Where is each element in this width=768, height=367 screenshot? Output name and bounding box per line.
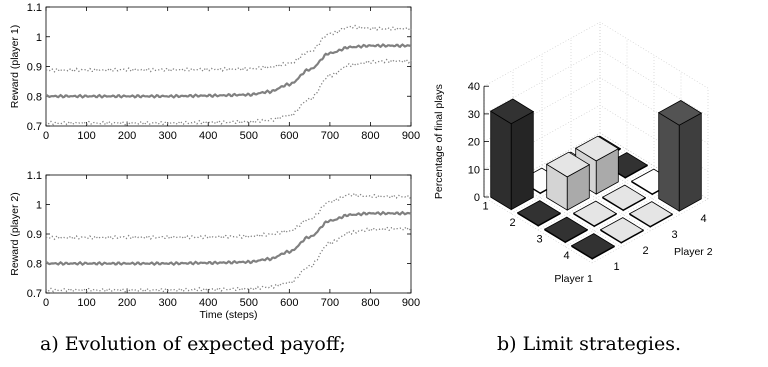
bar-face-front <box>678 112 702 212</box>
player2-tick-label: 1 <box>613 261 619 273</box>
caption-expected-payoff: a) Evolution of expected payoff; <box>40 333 346 355</box>
p1-series-line <box>45 58 412 126</box>
bar-face-side <box>490 110 512 211</box>
ztick-label: 20 <box>468 137 480 149</box>
p2-ytick-label: 1 <box>36 200 42 212</box>
p2-ytick-label: 0.8 <box>27 259 42 271</box>
bar-p1-4-p2-2 <box>599 217 645 244</box>
bar-face-top <box>516 200 562 226</box>
bar-p1-3-p2-2 <box>572 200 618 228</box>
figure-canvas: 0 100 200 300 400 500 600 700 800 9000.70.80.911.… <box>9 2 713 321</box>
ztick-label: 30 <box>468 109 480 121</box>
bar-face-front <box>510 110 534 211</box>
p1-xtick-label: 800 <box>361 130 379 142</box>
bar-face-top <box>572 200 618 227</box>
bar-face-top <box>574 135 620 162</box>
bar-face-top <box>657 100 703 126</box>
p1-ytick-label: 0.8 <box>27 91 42 103</box>
p1-xtick-label: 100 <box>77 130 95 142</box>
bar-p1-1-p2-1 <box>489 98 535 211</box>
p2-xtick-label: 200 <box>118 297 136 309</box>
bar-face-top <box>628 201 674 227</box>
bar-p1-2-p2-2 <box>545 151 591 211</box>
p2-xtick-label: 600 <box>280 297 298 309</box>
p1-ytick-label: 1.1 <box>27 2 42 14</box>
bar-face-side <box>658 111 680 212</box>
p1-xtick-label: 200 <box>118 130 136 142</box>
p2-ylabel: Reward (player 2) <box>9 192 21 275</box>
player1-tick-label: 4 <box>563 250 569 262</box>
player1-tick-label: 1 <box>482 200 488 212</box>
z-axis-label: Percentage of final plays <box>433 84 445 199</box>
p1-ytick-label: 1 <box>36 32 42 44</box>
bar-p1-4-p2-1 <box>570 233 616 260</box>
wall-grid-horizontal <box>483 21 709 89</box>
p1-ytick-label: 0.9 <box>27 62 42 74</box>
p1-series-line <box>45 24 412 73</box>
p2-series-line <box>45 226 412 293</box>
p2-xtick-label: 900 <box>402 297 420 309</box>
bar-p1-2-p2-1 <box>516 200 562 227</box>
floor-grid-line <box>591 198 709 264</box>
bar-p1-4-p2-3 <box>628 201 674 228</box>
reward-player-2-chart: 0 100 200 300 400 500 600 700 800 900 0.7 0.8 0.9 1 1.… <box>9 170 420 321</box>
bar-face-top <box>545 151 591 178</box>
ztick-label: 0 <box>474 192 480 204</box>
bar-face-top <box>489 98 535 125</box>
p1-series-line <box>45 43 412 99</box>
ztick-label: 40 <box>468 81 480 93</box>
p2-xtick-label: 0 <box>43 297 49 309</box>
bar-face-top <box>599 217 645 243</box>
p2-xtick-label: 400 <box>199 297 217 309</box>
player2-axis-label: Player 2 <box>674 246 713 258</box>
player2-tick-label: 2 <box>642 245 648 257</box>
p2-ytick-label: 0.7 <box>27 288 42 300</box>
p2-xtick-label: 500 <box>240 297 258 309</box>
player1-tick-label: 3 <box>536 233 542 245</box>
p2-series-line <box>45 210 412 266</box>
p1-ylabel: Reward (player 1) <box>9 25 21 108</box>
p1-xtick-label: 300 <box>158 130 176 142</box>
p1-xtick-label: 700 <box>321 130 339 142</box>
p2-xtick-label: 100 <box>77 297 95 309</box>
p2-ytick-label: 1.1 <box>27 170 42 182</box>
p2-xtick-label: 300 <box>158 297 176 309</box>
p1-xtick-label: 500 <box>240 130 258 142</box>
p2-xtick-label: 800 <box>361 297 379 309</box>
ztick-label: 10 <box>468 164 480 176</box>
bar-p1-3-p2-1 <box>543 216 589 244</box>
p1-xtick-label: 0 <box>43 130 49 142</box>
p2-series-line <box>46 192 412 241</box>
p1-axes-frame <box>45 6 412 127</box>
bar-p1-4-p2-4 <box>657 100 703 212</box>
p1-xtick-label: 400 <box>199 130 217 142</box>
p1-xtick-label: 600 <box>280 130 298 142</box>
p1-ytick-label: 0.7 <box>27 121 42 133</box>
bar-p1-3-p2-3 <box>601 184 647 212</box>
player2-tick-label: 4 <box>700 213 706 225</box>
p2-xtick-label: 700 <box>321 297 339 309</box>
reward-player-1-chart: 0 100 200 300 400 500 600 700 800 900 0.7 0.8 0.9 1 1.… <box>9 2 420 142</box>
player1-tick-label: 2 <box>509 217 515 229</box>
p1-xtick-label: 900 <box>402 130 420 142</box>
p2-xlabel: Time (steps) <box>200 309 258 321</box>
limit-strategies-3d-bar-chart: 0 10 20 30 40 1 2 3 4 1 2 3 4 Player 1 Player 2 Percent… <box>433 21 713 285</box>
bar-face-top <box>543 216 589 243</box>
p2-ytick-label: 0.9 <box>27 229 42 241</box>
bar-face-top <box>601 184 647 211</box>
player2-tick-label: 3 <box>671 229 677 241</box>
p2-axes-frame <box>45 174 412 294</box>
wall-grid-horizontal <box>483 49 709 117</box>
bar-face-top <box>570 233 616 259</box>
floor-grid-line <box>564 182 682 247</box>
caption-limit-strategies: b) Limit strategies. <box>497 333 682 355</box>
player1-axis-label: Player 1 <box>554 273 593 285</box>
